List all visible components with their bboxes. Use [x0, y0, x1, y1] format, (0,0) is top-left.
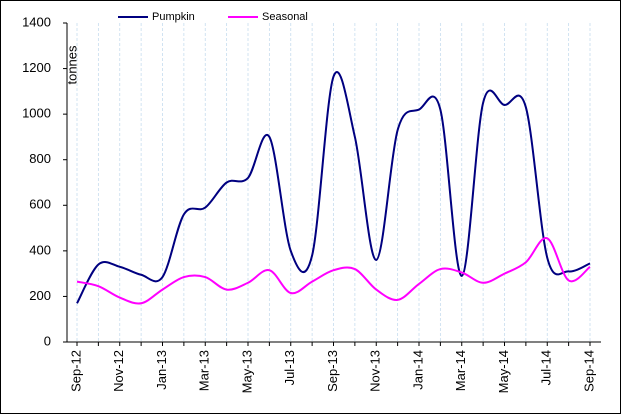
- legend-label: Pumpkin: [152, 11, 195, 23]
- x-tick-label: Jan-14: [410, 350, 425, 390]
- x-tick-label: Sep-13: [325, 350, 340, 392]
- y-axis-label: tonnes: [64, 45, 79, 85]
- x-tick-label: Nov-12: [111, 350, 126, 392]
- y-tick-label: 200: [29, 288, 51, 303]
- line: [76, 237, 591, 305]
- x-tick-label: Jan-13: [154, 350, 169, 390]
- x-tick-label: May-14: [496, 350, 511, 393]
- y-tick-label: 600: [29, 197, 51, 212]
- x-tick-label: Sep-12: [68, 350, 83, 392]
- legend-label: Seasonal: [262, 11, 308, 23]
- x-tick-label: Jul-14: [539, 350, 554, 385]
- y-tick-label: 1000: [22, 106, 51, 121]
- x-tick-label: Mar-13: [197, 350, 212, 391]
- x-tick-label: May-13: [239, 350, 254, 393]
- x-tick-label: Sep-14: [581, 350, 596, 392]
- y-tick-label: 1200: [22, 60, 51, 75]
- x-tick-label: Mar-14: [453, 350, 468, 391]
- x-tick-label: Jul-13: [282, 350, 297, 385]
- y-tick-label: 0: [44, 333, 51, 348]
- y-tick-label: 1400: [22, 14, 51, 29]
- y-tick-label: 800: [29, 151, 51, 166]
- line: [76, 71, 591, 304]
- y-tick-label: 400: [29, 242, 51, 257]
- x-tick-label: Nov-13: [368, 350, 383, 392]
